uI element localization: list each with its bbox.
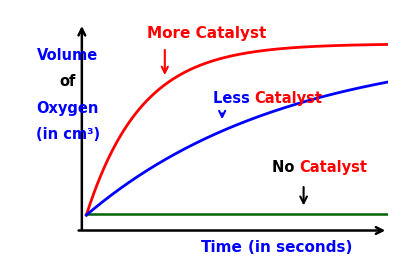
Text: No: No: [272, 160, 299, 175]
Text: Volume: Volume: [37, 48, 98, 63]
Text: Catalyst: Catalyst: [299, 160, 367, 175]
Text: of: of: [59, 74, 76, 89]
Text: Time: Time: [201, 240, 243, 255]
Text: Oxygen: Oxygen: [36, 101, 99, 116]
Text: Catalyst: Catalyst: [254, 91, 322, 106]
Text: (in seconds): (in seconds): [248, 240, 352, 255]
Text: Less: Less: [213, 91, 255, 106]
Text: (in cm³): (in cm³): [36, 127, 100, 142]
Text: More Catalyst: More Catalyst: [147, 26, 266, 41]
